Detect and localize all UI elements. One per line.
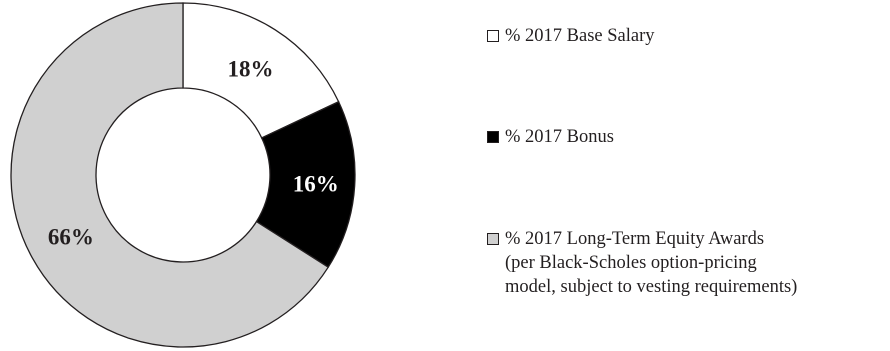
legend-swatch-equity-awards: [487, 233, 499, 245]
legend-label-base-salary: % 2017 Base Salary: [505, 24, 655, 48]
legend-line: % 2017 Long-Term Equity Awards: [505, 229, 765, 249]
legend-line: % 2017 Bonus: [505, 127, 614, 147]
donut-slice-equity-awards: [10, 2, 330, 348]
donut-slice-base-salary: [182, 2, 340, 139]
legend-label-bonus: % 2017 Bonus: [505, 125, 614, 149]
legend-line: model, subject to vesting requirements): [505, 277, 798, 297]
legend-line: (per Black-Scholes option-pricing: [505, 253, 757, 273]
data-label-bonus: 16%: [293, 171, 339, 196]
data-label-base-salary: 18%: [228, 57, 274, 82]
legend-item-equity-awards: % 2017 Long-Term Equity Awards (per Blac…: [487, 227, 887, 299]
data-label-equity-awards: 66%: [48, 225, 94, 250]
legend-line: % 2017 Base Salary: [505, 26, 655, 46]
legend-label-equity-awards: % 2017 Long-Term Equity Awards (per Blac…: [505, 227, 797, 299]
donut-chart: 18% 16% 66%: [10, 2, 356, 348]
legend-item-bonus: % 2017 Bonus: [487, 125, 887, 149]
legend-swatch-base-salary: [487, 30, 499, 42]
legend-item-base-salary: % 2017 Base Salary: [487, 24, 887, 48]
legend-swatch-bonus: [487, 131, 499, 143]
